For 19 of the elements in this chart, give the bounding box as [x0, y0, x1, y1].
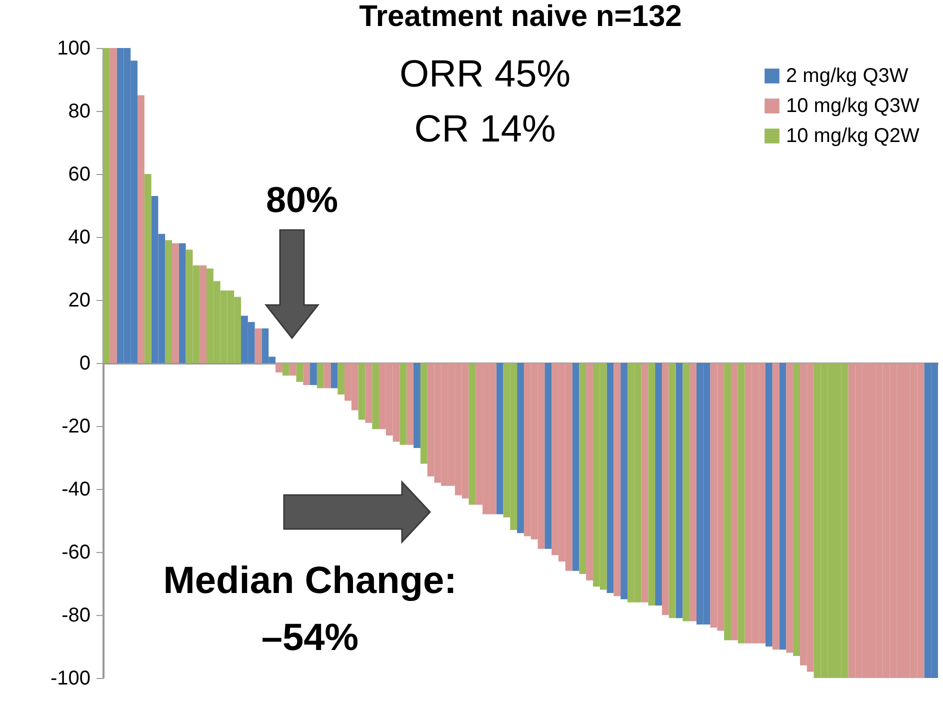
y-tick-label: 80 — [68, 100, 90, 122]
legend-label: 2 mg/kg Q3W — [786, 65, 908, 87]
legend-label: 10 mg/kg Q2W — [786, 125, 920, 147]
chart-title: Treatment naive n=132 — [359, 0, 682, 33]
y-tick-label: 60 — [68, 164, 90, 186]
y-tick-label: -40 — [62, 478, 90, 500]
annotation: 80% — [266, 178, 338, 222]
y-tick-label: -100 — [50, 668, 90, 690]
y-tick-label: -20 — [62, 416, 90, 438]
legend-label: 10 mg/kg Q3W — [786, 95, 920, 117]
annotation: ORR 45% — [399, 52, 571, 98]
y-tick-label: 100 — [57, 38, 90, 60]
y-tick-label: -80 — [62, 604, 90, 626]
y-tick-label: 40 — [68, 226, 90, 248]
y-tick-label: 20 — [68, 290, 90, 312]
y-tick-label: -60 — [62, 542, 90, 564]
annotation: Median Change: –54% — [163, 559, 457, 661]
annotation: CR 14% — [414, 108, 556, 152]
y-tick-label: 0 — [79, 352, 90, 374]
